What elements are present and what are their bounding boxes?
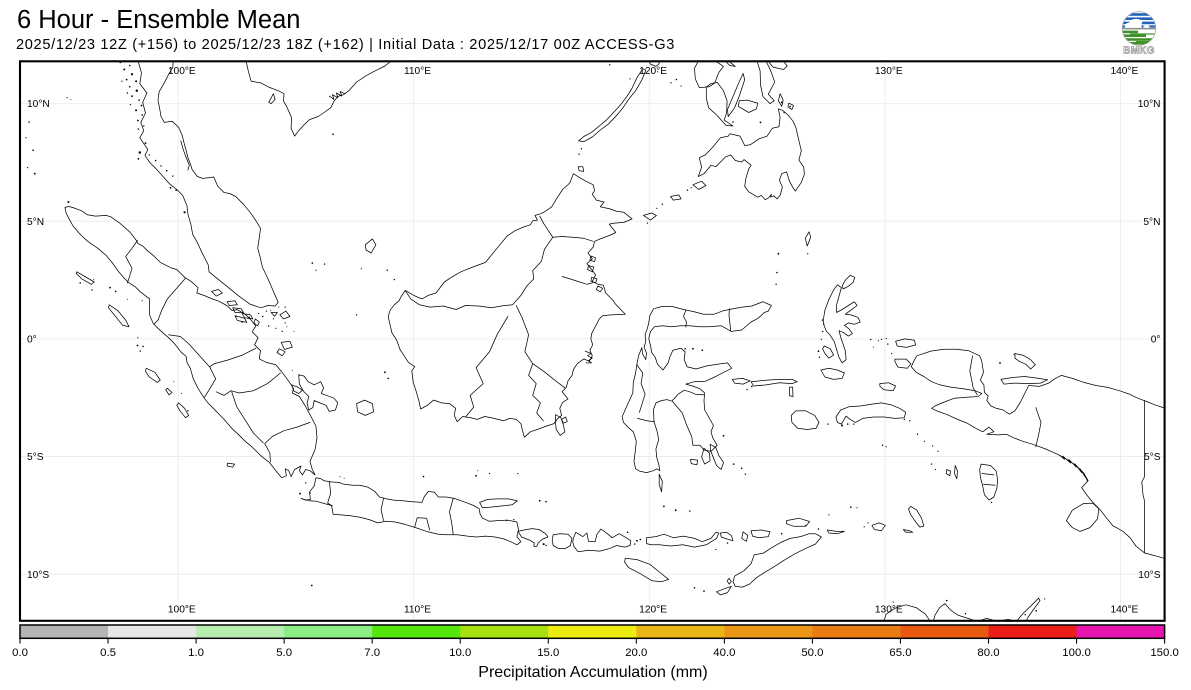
svg-text:2025/12/23 12Z (+156) to 2025/: 2025/12/23 12Z (+156) to 2025/12/23 18Z … <box>16 37 675 53</box>
svg-text:120°E: 120°E <box>639 604 667 615</box>
svg-text:0.5: 0.5 <box>100 647 116 659</box>
svg-text:5.0: 5.0 <box>276 647 292 659</box>
svg-text:50.0: 50.0 <box>801 647 823 659</box>
svg-text:0°: 0° <box>27 335 37 346</box>
svg-text:130°E: 130°E <box>875 66 903 77</box>
svg-text:80.0: 80.0 <box>977 647 999 659</box>
svg-text:20.0: 20.0 <box>625 647 647 659</box>
svg-text:BMKG: BMKG <box>1123 46 1155 57</box>
svg-text:6 Hour - Ensemble Mean: 6 Hour - Ensemble Mean <box>17 6 300 34</box>
svg-text:140°E: 140°E <box>1110 66 1138 77</box>
svg-text:10°N: 10°N <box>27 99 50 110</box>
svg-text:10°S: 10°S <box>1138 570 1160 581</box>
svg-text:150.0: 150.0 <box>1150 647 1179 659</box>
svg-text:5°N: 5°N <box>27 217 44 228</box>
svg-text:110°E: 110°E <box>404 66 431 77</box>
svg-text:0°: 0° <box>1151 335 1161 346</box>
svg-text:65.0: 65.0 <box>889 647 911 659</box>
svg-text:5°S: 5°S <box>27 452 44 463</box>
svg-text:10.0: 10.0 <box>449 647 471 659</box>
svg-text:Precipitation Accumulation (mm: Precipitation Accumulation (mm) <box>478 664 707 681</box>
svg-text:10°S: 10°S <box>27 570 49 581</box>
svg-text:15.0: 15.0 <box>537 647 559 659</box>
svg-text:140°E: 140°E <box>1110 604 1138 615</box>
svg-text:40.0: 40.0 <box>713 647 735 659</box>
svg-text:120°E: 120°E <box>639 66 667 77</box>
svg-text:110°E: 110°E <box>404 604 431 615</box>
svg-text:100°E: 100°E <box>168 66 196 77</box>
svg-text:7.0: 7.0 <box>364 647 380 659</box>
svg-text:100.0: 100.0 <box>1062 647 1091 659</box>
svg-text:5°N: 5°N <box>1143 217 1160 228</box>
svg-text:0.0: 0.0 <box>12 647 28 659</box>
svg-text:100°E: 100°E <box>168 604 196 615</box>
svg-text:10°N: 10°N <box>1138 99 1161 110</box>
svg-text:1.0: 1.0 <box>188 647 204 659</box>
svg-text:5°S: 5°S <box>1144 452 1161 463</box>
svg-text:130°E: 130°E <box>875 604 903 615</box>
